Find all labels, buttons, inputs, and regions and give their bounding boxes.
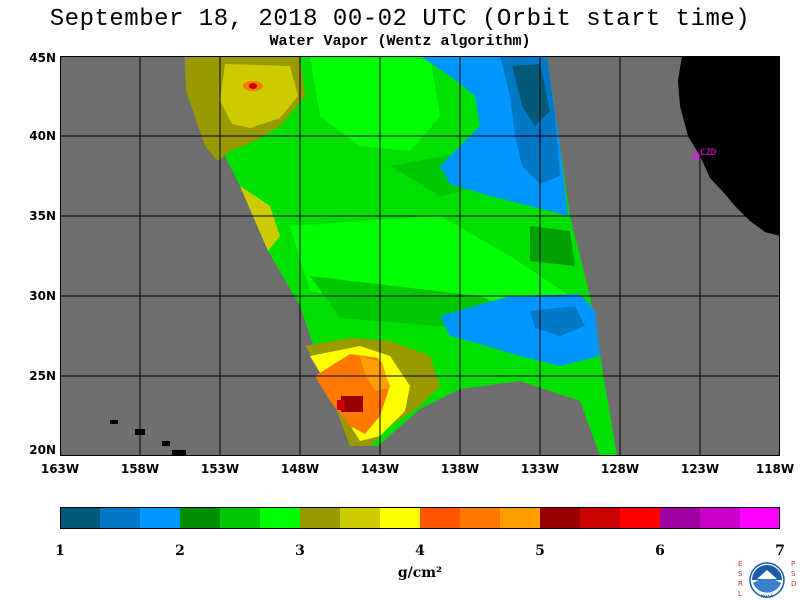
colorbar-swatch: [460, 507, 501, 529]
colorbar-swatch: [300, 507, 341, 529]
colorbar-swatch: [740, 507, 780, 529]
lon-label: 148W: [280, 462, 320, 476]
lon-label: 128W: [600, 462, 640, 476]
colorbar-swatch: [100, 507, 141, 529]
colorbar-swatch: [540, 507, 581, 529]
colorbar-tick-label: 6: [655, 543, 665, 559]
swath-darkred-spot-s: [341, 396, 363, 412]
colorbar-swatch: [340, 507, 381, 529]
graticule: [60, 56, 780, 456]
lon-label: 123W: [680, 462, 720, 476]
colorbar-swatch: [380, 507, 421, 529]
logo-letter-p: P: [791, 560, 795, 568]
swath-darkblue-se: [530, 306, 585, 336]
swath-red-spot-nw: [249, 83, 257, 89]
colorbar-swatch: [260, 507, 301, 529]
colorbar: [60, 507, 780, 529]
colorbar-unit: g/cm²: [397, 565, 443, 581]
logo-letter-d: D: [791, 580, 796, 588]
map-subtitle: Water Vapor (Wentz algorithm): [269, 33, 531, 50]
colorbar-tick-label: 5: [535, 543, 545, 559]
colorbar-frame: [60, 507, 780, 529]
logo-letter-l: L: [738, 590, 742, 598]
colorbar-tick-label: 4: [415, 543, 425, 559]
land-hawaii-island-d: [172, 450, 186, 456]
land-hawaii-island-a: [110, 420, 118, 424]
colorbar-swatch: [580, 507, 621, 529]
swath-dark-green-c: [530, 226, 575, 266]
colorbar-swatch: [140, 507, 181, 529]
lat-label: 25N: [29, 369, 56, 383]
lon-label: 153W: [200, 462, 240, 476]
noaa-logo: E S R L NOAA P S D: [738, 560, 796, 599]
water-vapor-map: CZD: [60, 56, 780, 456]
swath-darkorange-s: [360, 356, 390, 391]
lat-label: 20N: [29, 443, 56, 457]
colorbar-swatch: [620, 507, 661, 529]
colorbar-tick-label: 1: [55, 543, 65, 559]
colorbar-swatch: [220, 507, 261, 529]
swath-bright-green-a: [310, 56, 440, 151]
lat-label: 30N: [29, 289, 56, 303]
lat-label: 40N: [29, 129, 56, 143]
swath-yellowish-nw: [220, 64, 298, 128]
colorbar-swatch: [420, 507, 461, 529]
logo-letter-s: S: [738, 570, 743, 578]
colorbar-tick-label: 2: [175, 543, 185, 559]
land-north-america: [678, 56, 780, 236]
station-marker-icon: [692, 152, 700, 160]
map-title: September 18, 2018 00-02 UTC (Orbit star…: [49, 6, 751, 33]
lon-label: 163W: [40, 462, 80, 476]
lon-label: 138W: [440, 462, 480, 476]
lon-label: 158W: [120, 462, 160, 476]
colorbar-tick-label: 7: [775, 543, 785, 559]
map-frame: [60, 56, 780, 456]
swath-red-spot-s: [337, 400, 345, 410]
noaa-emblem-bird: [757, 570, 777, 579]
colorbar-swatch: [180, 507, 221, 529]
logo-letter-s2: S: [791, 570, 796, 578]
logo-letter-r: R: [738, 580, 743, 588]
swath-olive-w: [240, 186, 280, 251]
lon-label: 133W: [520, 462, 560, 476]
noaa-emblem-text: NOAA: [761, 594, 773, 599]
colorbar-tick-label: 3: [295, 543, 305, 559]
lat-label: 45N: [29, 51, 56, 65]
lon-label: 118W: [755, 462, 795, 476]
colorbar-swatch: [60, 507, 101, 529]
station-label: CZD: [700, 148, 716, 158]
lon-label: 143W: [360, 462, 400, 476]
colorbar-swatch: [700, 507, 741, 529]
lat-label: 35N: [29, 209, 56, 223]
land-hawaii-island-c: [162, 441, 170, 446]
noaa-emblem-sea: [753, 578, 781, 593]
colorbar-swatch: [500, 507, 541, 529]
logo-letter-e: E: [738, 560, 742, 568]
colorbar-swatch: [660, 507, 701, 529]
